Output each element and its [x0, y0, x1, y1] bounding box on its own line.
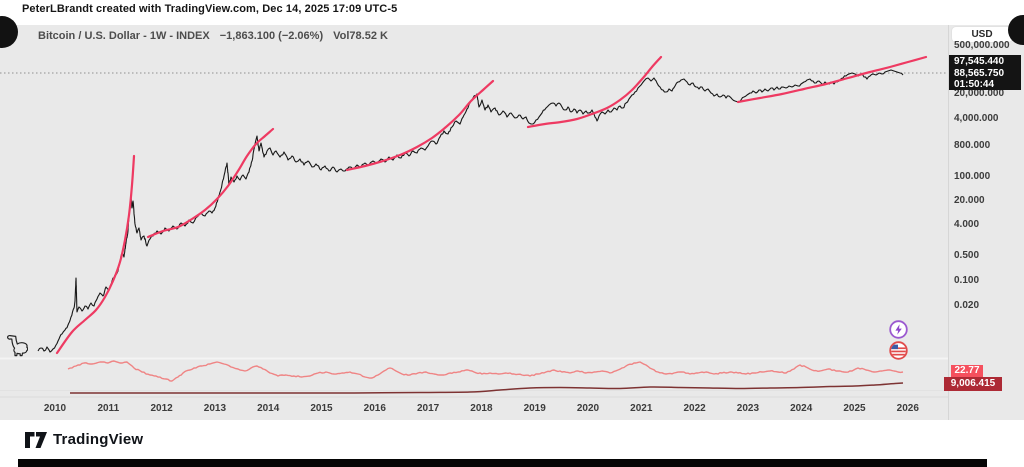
year-label: 2014 — [257, 403, 280, 414]
year-label: 2017 — [416, 403, 440, 414]
symbol-title[interactable]: Bitcoin / U.S. Dollar - 1W - INDEX — [38, 30, 210, 42]
year-label: 2021 — [630, 403, 653, 414]
lightning-bolt — [895, 324, 902, 335]
avatar — [0, 16, 18, 48]
trend-curve-drawing[interactable] — [55, 154, 136, 355]
trend-curve-drawing[interactable] — [526, 55, 663, 129]
dinosaur-outline — [7, 334, 29, 357]
trend-curve-drawing[interactable] — [345, 79, 495, 172]
year-label: 2012 — [150, 403, 173, 414]
currency-toggle-button[interactable]: USD — [952, 27, 1012, 42]
volume-value: Vol78.52 K — [333, 30, 388, 42]
trend-curve-drawing[interactable] — [146, 127, 275, 239]
lightning-sticker[interactable] — [889, 320, 908, 339]
avatar — [1008, 15, 1024, 45]
symbol-legend[interactable]: Bitcoin / U.S. Dollar - 1W - INDEX −1,86… — [38, 30, 388, 42]
time-axis[interactable]: 2010 2011 2012 2013 2014 2015 2016 2017 2018 2019… — [0, 397, 948, 420]
price-scale-label: 100.000 — [954, 171, 991, 182]
last-price-value: 88,565.750 — [954, 68, 1005, 79]
price-level-badge: 97,545.440 — [949, 55, 1021, 68]
bottom-bar — [18, 459, 987, 467]
price-scale-label: 0.100 — [954, 275, 980, 286]
year-label: 2019 — [523, 403, 546, 414]
year-label: 2018 — [470, 403, 493, 414]
price-scale-label: 4.000 — [954, 219, 980, 230]
us-flag-icon — [889, 341, 908, 360]
price-scale-label: 20.000 — [954, 195, 985, 206]
last-price-badge: 88,565.750 01:50:44 — [949, 68, 1021, 90]
year-label: 2024 — [790, 403, 813, 414]
price-scale-label: 800.000 — [954, 140, 991, 151]
year-label: 2015 — [310, 403, 333, 414]
indicator-upper-line — [67, 360, 904, 382]
year-label: 2025 — [843, 403, 866, 414]
indicator-lower-badge: 9,006.415 — [944, 377, 1002, 391]
year-label: 2011 — [97, 403, 120, 414]
year-label: 2023 — [736, 403, 760, 414]
attribution-text: PeterLBrandt created with TradingView.co… — [22, 3, 398, 15]
price-scale-label: 20,000.000 — [954, 88, 1005, 99]
year-label: 2013 — [203, 403, 227, 414]
bar-countdown: 01:50:44 — [954, 79, 995, 90]
chart-canvas[interactable] — [0, 25, 948, 420]
footer: TradingView — [0, 420, 1024, 467]
change-value: −1,863.100 (−2.06%) — [219, 30, 324, 42]
dinosaur-doodle[interactable] — [6, 333, 29, 359]
price-scale[interactable]: USD 500,000.000 20,000.000 4,000.000 800.00… — [944, 25, 1024, 420]
tradingview-logo-text: TradingView — [53, 431, 144, 448]
tradingview-mark-icon — [25, 431, 47, 448]
indicator-upper-badge: 22.77 — [951, 365, 983, 377]
trend-curve-drawing[interactable] — [736, 55, 928, 104]
year-label: 2026 — [896, 403, 919, 414]
year-label: 2020 — [576, 403, 600, 414]
price-scale-label: 0.500 — [954, 250, 980, 261]
price-scale-label: 500,000.000 — [954, 40, 1010, 51]
price-scale-label: 4,000.000 — [954, 113, 999, 124]
us-flag-sticker[interactable] — [889, 341, 908, 360]
year-label: 2010 — [43, 403, 67, 414]
tradingview-logo[interactable]: TradingView — [25, 431, 143, 448]
indicator-lower-line — [70, 382, 904, 394]
price-series-line — [37, 69, 904, 353]
year-label: 2016 — [363, 403, 386, 414]
year-label: 2022 — [683, 403, 706, 414]
price-scale-label: 0.020 — [954, 300, 980, 311]
chart-region: Bitcoin / U.S. Dollar - 1W - INDEX −1,86… — [0, 25, 1024, 420]
